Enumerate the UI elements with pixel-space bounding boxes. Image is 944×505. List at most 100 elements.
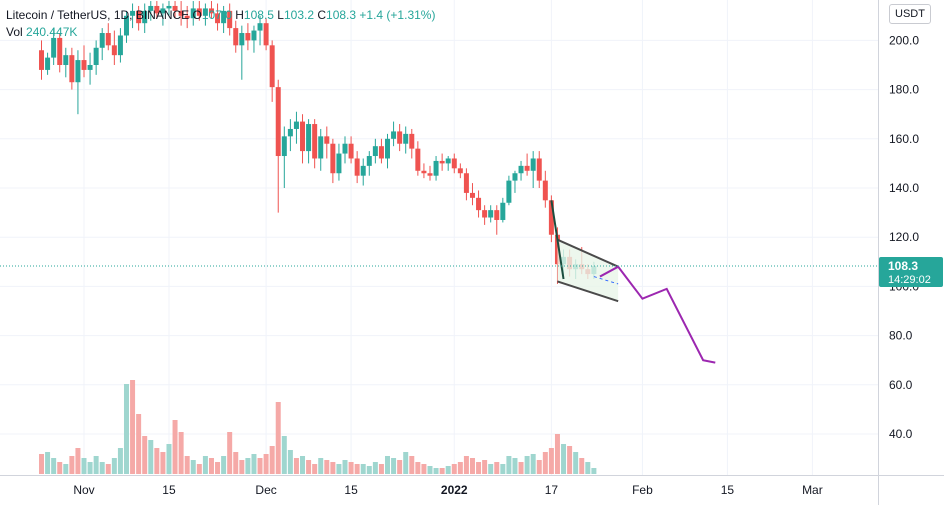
candle-body xyxy=(330,143,336,174)
volume-bar xyxy=(554,434,560,474)
volume-bar xyxy=(476,462,482,474)
time-tick-label: Feb xyxy=(632,483,653,497)
candle-body xyxy=(142,10,148,24)
candle-body xyxy=(306,124,312,152)
candle-body xyxy=(469,192,475,198)
volume-bar xyxy=(512,458,518,474)
candle xyxy=(221,5,227,34)
candle-body xyxy=(378,146,384,159)
volume-bar xyxy=(93,456,99,474)
volume-bar xyxy=(287,450,293,474)
candle xyxy=(172,1,178,19)
candle-body xyxy=(512,173,518,181)
volume-bar xyxy=(530,454,536,474)
volume-bar xyxy=(190,460,196,474)
candle-body xyxy=(476,197,482,211)
candle-body xyxy=(39,50,45,70)
candle-body xyxy=(542,180,548,201)
currency-button[interactable]: USDT xyxy=(889,4,931,24)
volume-bar xyxy=(579,458,585,474)
candle-body xyxy=(154,5,160,14)
volume-bar xyxy=(536,460,542,474)
volume-bar xyxy=(136,414,142,474)
candle xyxy=(518,160,524,181)
candle-body xyxy=(312,124,318,159)
volume-bar xyxy=(463,456,469,474)
candle xyxy=(293,111,299,144)
volume-bar xyxy=(215,462,221,474)
volume-bar xyxy=(184,456,190,474)
candle-body xyxy=(275,87,281,157)
candle xyxy=(348,136,354,164)
candle xyxy=(208,1,214,19)
volume-bar xyxy=(312,464,318,474)
volume-bar xyxy=(75,448,81,474)
volume-bar xyxy=(160,452,166,474)
candle-body xyxy=(415,148,421,171)
volume-bar xyxy=(202,456,208,474)
drawings xyxy=(550,200,716,364)
candle xyxy=(117,28,123,63)
candle-body xyxy=(184,15,190,19)
volume-bar xyxy=(378,464,384,474)
volume-bar xyxy=(293,458,299,474)
projection-path xyxy=(599,265,716,364)
volume-bar xyxy=(172,420,178,474)
candle xyxy=(202,3,208,26)
candle xyxy=(500,197,506,223)
candle-body xyxy=(403,133,409,144)
candle xyxy=(415,141,421,176)
candle xyxy=(275,79,281,213)
candle xyxy=(45,52,51,75)
volume-bar xyxy=(257,458,263,474)
last-price-tag: 108.314:29:02 xyxy=(879,256,943,287)
candle-body xyxy=(269,45,275,88)
candle-body xyxy=(530,158,536,171)
candle-body xyxy=(324,136,330,144)
price-tick-label: 60.0 xyxy=(889,378,913,392)
volume-bar xyxy=(567,446,573,474)
candle xyxy=(469,183,475,206)
candle xyxy=(57,33,63,73)
candle-body xyxy=(166,5,172,9)
volume-bar xyxy=(445,466,451,474)
volume-bar xyxy=(57,462,63,474)
volume-bar xyxy=(233,452,239,474)
candle-body xyxy=(221,10,227,24)
candle xyxy=(530,151,536,188)
volume-bar xyxy=(415,462,421,474)
candle xyxy=(263,18,269,51)
candle-body xyxy=(190,8,196,19)
candle xyxy=(445,156,451,171)
volume-bar xyxy=(433,468,439,474)
volume-bar xyxy=(573,452,579,474)
volume-bar xyxy=(488,464,494,474)
candle xyxy=(391,121,397,147)
time-tick-label: Nov xyxy=(73,483,94,497)
volume-bar xyxy=(227,432,233,474)
candle xyxy=(251,25,257,53)
candle-body xyxy=(172,5,178,11)
candle xyxy=(409,128,415,159)
volume-bar xyxy=(324,460,330,474)
volume-bar xyxy=(196,464,202,474)
volume-bar xyxy=(372,462,378,474)
candle-body xyxy=(215,13,221,24)
price-tag-countdown: 14:29:02 xyxy=(888,274,931,286)
candle xyxy=(476,190,482,218)
volume-bar xyxy=(397,460,403,474)
candle-body xyxy=(281,136,287,157)
volume-bar xyxy=(385,456,390,474)
volume-bar xyxy=(421,464,427,474)
candle xyxy=(306,119,312,164)
candle xyxy=(257,15,263,46)
candle-body xyxy=(318,136,324,159)
volume-bar xyxy=(524,456,530,474)
volume-bar xyxy=(469,458,475,474)
volume-bar xyxy=(403,452,409,474)
candle xyxy=(542,170,548,208)
candle-body xyxy=(202,8,208,16)
candle xyxy=(512,170,518,193)
time-tick-label: 15 xyxy=(162,483,176,497)
